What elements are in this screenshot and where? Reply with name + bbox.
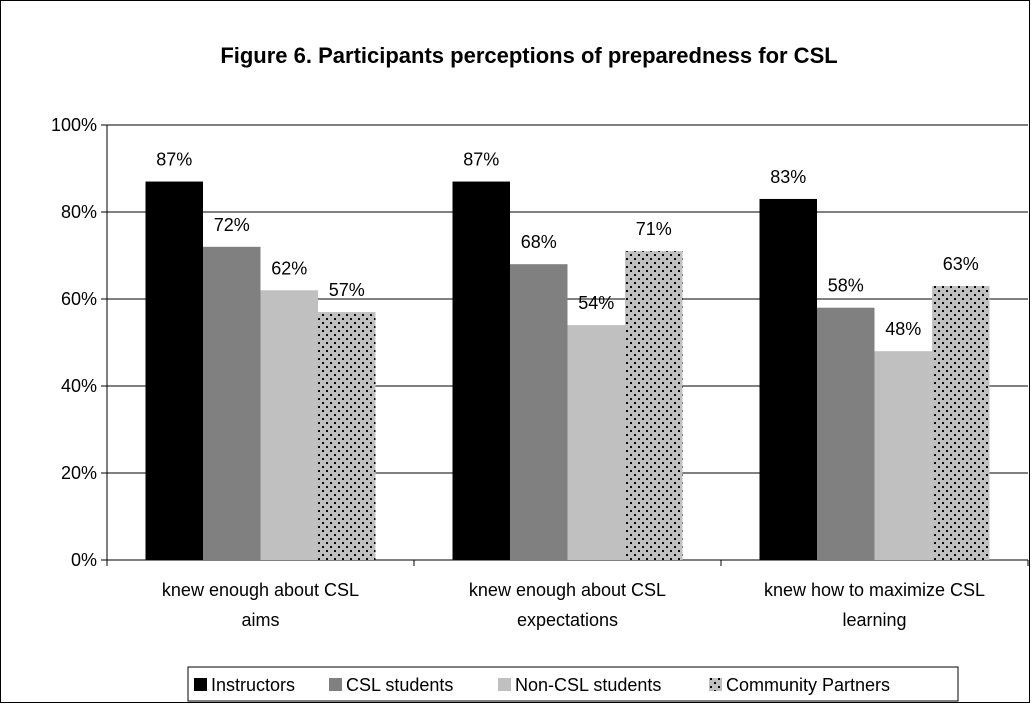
legend-label: Non-CSL students (515, 675, 661, 695)
y-tick-label: 100% (51, 115, 97, 135)
legend-swatch (194, 678, 207, 691)
data-label: 57% (329, 280, 365, 300)
bar (759, 198, 817, 560)
data-label: 72% (214, 215, 250, 235)
data-label: 83% (770, 167, 806, 187)
legend-label: Community Partners (726, 675, 890, 695)
bar (932, 285, 990, 560)
legend-label: CSL students (346, 675, 453, 695)
bar (510, 264, 568, 560)
bar (625, 251, 683, 560)
legend-label: Instructors (211, 675, 295, 695)
bar (874, 351, 932, 560)
x-tick-label: aims (241, 610, 279, 630)
chart-title: Figure 6. Participants perceptions of pr… (220, 43, 837, 68)
bar (145, 181, 203, 561)
x-tick-label: learning (842, 610, 906, 630)
data-label: 71% (636, 219, 672, 239)
legend-swatch (498, 678, 511, 691)
bar (452, 181, 510, 561)
data-labels: 87% 87% 83% 72% 68% 58% 62% 54% 48% 57% 71% 63% (156, 150, 979, 340)
bar (567, 325, 625, 560)
x-tick-label: knew enough about CSL (469, 580, 666, 600)
bar (318, 312, 376, 560)
bar (817, 307, 875, 560)
bars (145, 181, 990, 561)
legend-box (187, 666, 959, 702)
legend-swatch (329, 678, 342, 691)
data-label: 54% (578, 293, 614, 313)
data-label: 48% (885, 319, 921, 339)
y-tick-label: 40% (61, 376, 97, 396)
data-label: 63% (943, 254, 979, 274)
data-label: 87% (463, 150, 499, 170)
data-label: 58% (828, 276, 864, 296)
data-label: 87% (156, 150, 192, 170)
y-tick-label: 60% (61, 289, 97, 309)
legend-swatch (709, 678, 722, 691)
bar (203, 246, 261, 561)
y-tick-label: 0% (71, 550, 97, 570)
y-tick-label: 80% (61, 202, 97, 222)
data-label: 62% (271, 258, 307, 278)
y-tick-label: 20% (61, 463, 97, 483)
legend: Instructors CSL students Non-CSL students C… (187, 666, 959, 702)
bar (260, 290, 318, 560)
x-tick-label: expectations (517, 610, 618, 630)
x-tick-label: knew enough about CSL (162, 580, 359, 600)
x-tick-label: knew how to maximize CSL (764, 580, 985, 600)
data-label: 68% (521, 232, 557, 252)
